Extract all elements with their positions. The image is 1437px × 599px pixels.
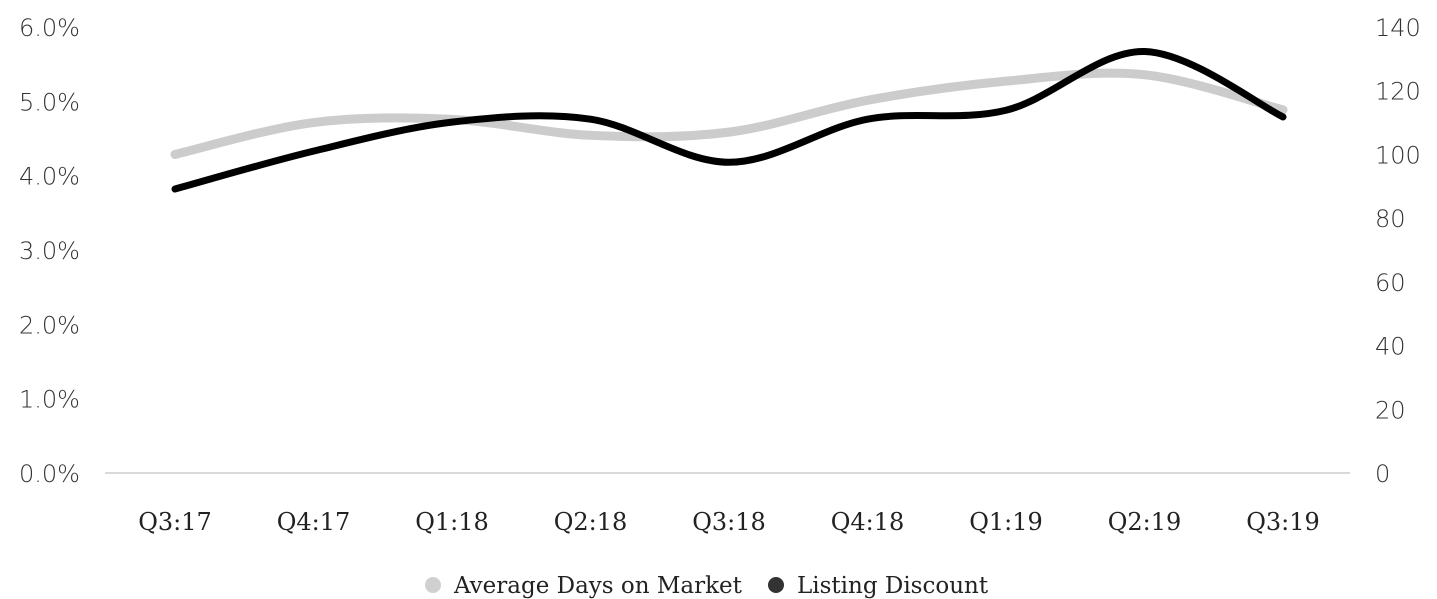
x-tick-label: Q3:19	[1246, 508, 1320, 536]
right-tick-label: 0	[1375, 460, 1390, 488]
left-axis-ticks: 0.0% 1.0% 2.0% 3.0% 4.0% 5.0% 6.0%	[19, 14, 80, 488]
listing-discount-line	[171, 48, 1287, 193]
series-layer	[170, 48, 1288, 193]
x-tick-label: Q2:18	[554, 508, 628, 536]
right-tick-label: 40	[1375, 333, 1406, 361]
legend: Average Days on Market Listing Discount	[425, 573, 989, 599]
left-tick-label: 0.0%	[19, 460, 80, 488]
legend-marker-average-days-on-market	[425, 577, 441, 593]
legend-label-average-days-on-market: Average Days on Market	[453, 573, 743, 599]
right-tick-label: 140	[1375, 14, 1421, 42]
legend-marker-listing-discount	[768, 577, 784, 593]
left-tick-label: 2.0%	[19, 311, 80, 339]
left-tick-label: 5.0%	[19, 88, 80, 116]
x-axis-ticks: Q3:17 Q4:17 Q1:18 Q2:18 Q3:18 Q4:18 Q1:19 Q2:19…	[138, 508, 1320, 536]
x-tick-label: Q4:18	[831, 508, 905, 536]
right-tick-label: 80	[1375, 205, 1406, 233]
left-tick-label: 6.0%	[19, 14, 80, 42]
right-tick-label: 20	[1375, 396, 1406, 424]
right-tick-label: 100	[1375, 141, 1421, 169]
x-tick-label: Q1:19	[969, 508, 1043, 536]
left-tick-label: 3.0%	[19, 237, 80, 265]
left-tick-label: 1.0%	[19, 386, 80, 414]
right-tick-label: 60	[1375, 269, 1406, 297]
x-tick-label: Q3:17	[138, 508, 212, 536]
legend-label-listing-discount: Listing Discount	[797, 573, 989, 599]
x-tick-label: Q3:18	[692, 508, 766, 536]
x-tick-label: Q2:19	[1108, 508, 1182, 536]
x-tick-label: Q4:17	[277, 508, 351, 536]
right-tick-label: 120	[1375, 78, 1421, 106]
right-axis-ticks: 0 20 40 60 80 100 120 140	[1375, 14, 1421, 488]
left-tick-label: 4.0%	[19, 163, 80, 191]
x-tick-label: Q1:18	[415, 508, 489, 536]
